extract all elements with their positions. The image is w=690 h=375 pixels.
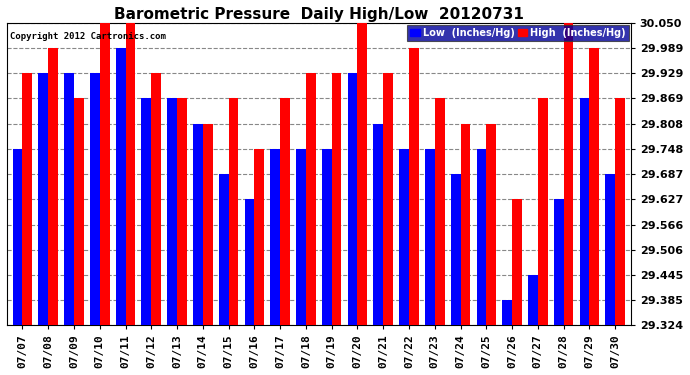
Bar [564,23,573,375]
Bar [451,174,460,375]
Bar [126,23,135,375]
Bar [615,99,625,375]
Bar [348,74,357,375]
Bar [373,124,383,375]
Bar [580,99,589,375]
Bar [116,48,126,375]
Bar [39,74,48,375]
Bar [357,23,367,375]
Bar [167,99,177,375]
Bar [280,99,290,375]
Bar [589,48,599,375]
Bar [203,124,213,375]
Bar [332,74,342,375]
Bar [12,149,22,375]
Bar [554,199,564,375]
Bar [255,149,264,375]
Bar [244,199,255,375]
Bar [90,74,100,375]
Bar [425,149,435,375]
Bar [270,149,280,375]
Bar [400,149,409,375]
Bar [383,74,393,375]
Bar [141,99,151,375]
Bar [460,124,471,375]
Bar [538,99,548,375]
Bar [100,23,110,375]
Bar [64,74,74,375]
Bar [177,99,187,375]
Bar [306,74,316,375]
Bar [296,149,306,375]
Bar [605,174,615,375]
Bar [219,174,228,375]
Bar [409,48,419,375]
Bar [193,124,203,375]
Bar [486,124,496,375]
Bar [528,275,538,375]
Text: Copyright 2012 Cartronics.com: Copyright 2012 Cartronics.com [10,32,166,41]
Bar [74,99,83,375]
Bar [151,74,161,375]
Bar [22,74,32,375]
Bar [228,99,238,375]
Bar [322,149,332,375]
Bar [48,48,58,375]
Legend: Low  (Inches/Hg), High  (Inches/Hg): Low (Inches/Hg), High (Inches/Hg) [407,25,629,41]
Title: Barometric Pressure  Daily High/Low  20120731: Barometric Pressure Daily High/Low 20120… [114,7,524,22]
Bar [477,149,486,375]
Bar [435,99,444,375]
Bar [502,300,512,375]
Bar [512,199,522,375]
